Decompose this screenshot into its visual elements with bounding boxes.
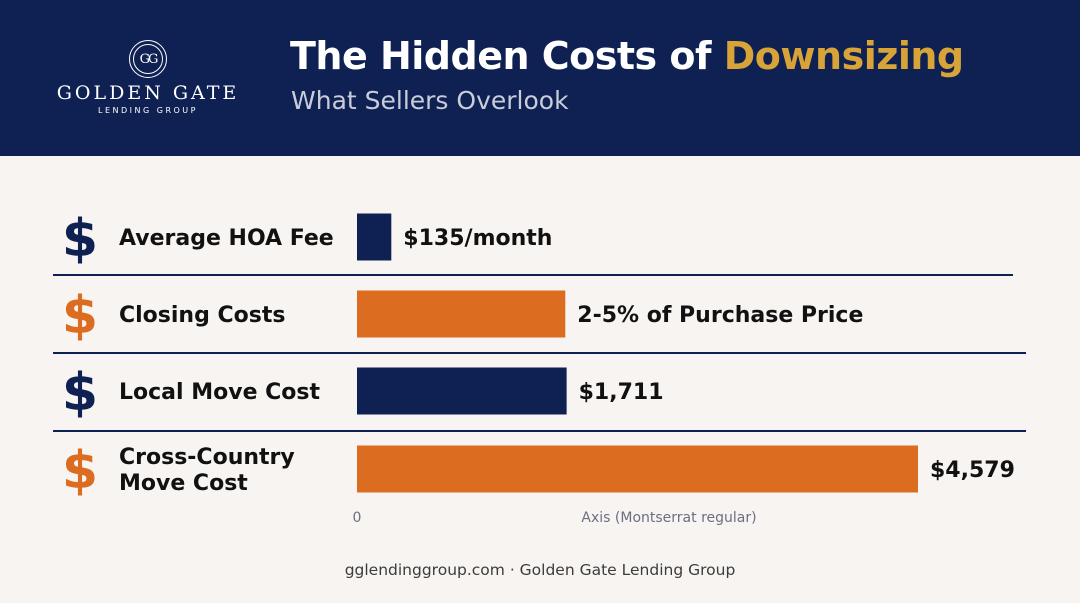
value-label: $135/month bbox=[403, 226, 552, 251]
bar bbox=[357, 445, 918, 493]
category-label: Cross-Country bbox=[119, 445, 295, 470]
dollar-sign-icon: $ bbox=[62, 441, 98, 501]
dollar-sign-icon: $ bbox=[62, 286, 98, 346]
bar bbox=[357, 367, 567, 415]
logo-monogram-icon: GG bbox=[129, 40, 167, 78]
value-label: $4,579 bbox=[930, 458, 1015, 483]
logo-name: GOLDEN GATE bbox=[56, 82, 240, 104]
page-subtitle: What Sellers Overlook bbox=[291, 86, 569, 115]
dollar-sign-icon: $ bbox=[62, 209, 98, 269]
header-banner: GG GOLDEN GATE LENDING GROUP The Hidden … bbox=[0, 0, 1080, 156]
category-label: Closing Costs bbox=[119, 303, 285, 328]
bar bbox=[357, 213, 392, 261]
title-accent: Downsizing bbox=[723, 34, 964, 78]
value-label: 2-5% of Purchase Price bbox=[577, 303, 863, 328]
title-main: The Hidden Costs of bbox=[290, 34, 724, 78]
category-label: Average HOA Fee bbox=[119, 226, 334, 251]
value-label: $1,711 bbox=[579, 380, 664, 405]
x-axis-label: Axis (Montserrat regular) bbox=[581, 510, 756, 526]
page-title: The Hidden Costs of Downsizing bbox=[290, 34, 964, 78]
category-label: Local Move Cost bbox=[119, 380, 321, 405]
dollar-sign-icon: $ bbox=[62, 363, 98, 423]
x-tick-label: 0 bbox=[353, 510, 362, 526]
logo-tagline: LENDING GROUP bbox=[98, 106, 198, 115]
footer-credit: gglendinggroup.com · Golden Gate Lending… bbox=[344, 561, 736, 579]
category-label: Move Cost bbox=[119, 471, 248, 496]
bar bbox=[357, 290, 566, 338]
bar-chart: $ Average HOA Fee $135/month $ Closing Costs… bbox=[53, 209, 1026, 526]
logo-monogram: GG bbox=[133, 44, 163, 74]
